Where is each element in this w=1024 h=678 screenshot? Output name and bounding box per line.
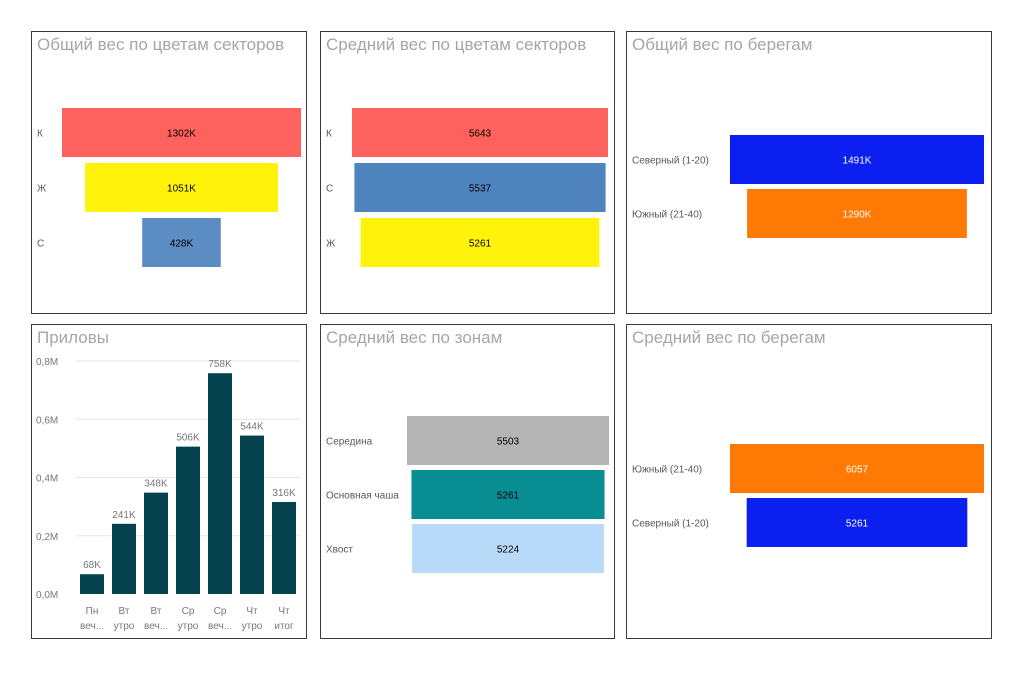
column-bar[interactable] [112,523,136,594]
bar-value-label: 5503 [497,437,520,448]
y-tick-label: 0,2M [36,532,58,543]
category-label: С [37,239,44,250]
column-bar[interactable] [144,492,168,594]
x-tick-label: Ср [214,606,227,617]
funnel-bar[interactable] [62,108,301,157]
y-tick-label: 0,0M [36,590,58,601]
x-tick-label: утро [114,621,135,632]
category-label: Ж [326,239,336,250]
column-bar[interactable] [272,501,296,594]
funnel-bar[interactable] [85,163,278,212]
funnel-bar[interactable] [747,189,967,238]
column-value-label: 68K [83,560,101,571]
category-label: К [326,129,332,140]
column-value-label: 758K [208,359,232,370]
panel-title: Средний вес по цветам секторов [326,35,587,54]
panel-title: Средний вес по зонам [326,328,503,347]
funnel-bar[interactable] [746,498,968,547]
column-value-label: 316K [272,488,296,499]
category-label: Южный (21-40) [632,210,702,221]
funnel-panel-avg-weight-by-zone: Средний вес по зонам 5503 Середина 5261 Осн… [320,324,615,639]
bar-value-label: 5261 [497,491,520,502]
bar-value-label: 6057 [846,465,869,476]
category-label: С [326,184,333,195]
x-tick-label: Чт [278,606,290,617]
bar-value-label: 5643 [469,129,492,140]
category-label: Ж [37,184,47,195]
funnel-bar[interactable] [352,108,608,157]
funnel-panel-total-weight-by-shore: Общий вес по берегам 1491K Северный (1-20… [626,31,992,314]
funnel-chart-3: 1491K Северный (1-20) 1290K Южный (21-40) [632,135,984,238]
panel-title: Приловы [37,328,109,347]
funnel-bar[interactable] [407,416,609,465]
x-tick-label: утро [242,621,263,632]
funnel-bar[interactable] [411,470,605,519]
column-bar[interactable] [208,373,232,594]
bar-value-label: 428K [170,239,194,250]
x-tick-label: Вт [151,606,162,617]
category-label: Северный (1-20) [632,519,709,530]
category-label: К [37,129,43,140]
category-label: Южный (21-40) [632,465,702,476]
category-label: Северный (1-20) [632,156,709,167]
x-tick-label: веч... [144,621,168,632]
x-tick-label: Вт [119,606,130,617]
bar-value-label: 1051K [167,184,196,195]
funnel-panel-total-weight-by-sector-color: Общий вес по цветам секторов 1302K К 1051K… [31,31,307,314]
bar-value-label: 5537 [469,184,492,195]
x-tick-label: веч... [80,621,104,632]
category-label: Хвост [326,545,353,556]
funnel-bar[interactable] [142,218,221,267]
funnel-panel-avg-weight-by-shore: Средний вес по берегам 6057 Южный (21-40)… [626,324,992,639]
x-tick-label: Чт [246,606,258,617]
category-label: Середина [326,437,373,448]
bar-value-label: 1302K [167,129,196,140]
funnel-chart-5: 5503 Середина 5261 Основная чаша 5224 Хвост [326,416,609,573]
funnel-bar[interactable] [412,524,604,573]
funnel-panel-avg-weight-by-sector-color: Средний вес по цветам секторов 5643 К 5537… [320,31,615,314]
y-tick-label: 0,6M [36,415,58,426]
bar-value-label: 5224 [497,545,520,556]
funnel-chart-1: 1302K К 1051K Ж 428K С [37,108,301,267]
panel-title: Общий вес по цветам секторов [37,35,285,54]
bar-value-label: 1290K [843,210,872,221]
x-tick-label: итог [274,621,294,632]
bar-value-label: 5261 [846,519,869,530]
bar-value-label: 5261 [469,239,492,250]
category-label: Основная чаша [326,491,399,502]
funnel-bar[interactable] [354,163,606,212]
panel-title: Общий вес по берегам [632,35,813,54]
x-tick-label: веч... [208,621,232,632]
column-chart: 0,0M 0,2M 0,4M 0,6M 0,8M 68K Пн веч... 241K Вт утр… [36,357,300,632]
column-bar[interactable] [80,574,104,594]
column-value-label: 241K [112,510,136,521]
funnel-bar[interactable] [730,444,984,493]
x-tick-label: Ср [182,606,195,617]
funnel-chart-2: 5643 К 5537 С 5261 Ж [326,108,608,267]
x-tick-label: Пн [86,606,99,617]
bar-panel-bycatch: Приловы 0,0M 0,2M 0,4M 0,6M 0,8M 68K Пн веч... 2… [31,324,307,639]
panel-title: Средний вес по берегам [632,328,826,347]
column-value-label: 544K [240,422,264,433]
column-value-label: 506K [176,433,200,444]
y-tick-label: 0,8M [36,357,58,368]
funnel-bar[interactable] [360,218,600,267]
column-value-label: 348K [144,479,168,490]
x-tick-label: утро [178,621,199,632]
y-tick-label: 0,4M [36,474,58,485]
funnel-chart-6: 6057 Южный (21-40) 5261 Северный (1-20) [632,444,984,547]
funnel-bar[interactable] [730,135,984,184]
column-bar[interactable] [176,446,200,594]
bar-value-label: 1491K [843,156,872,167]
column-bar[interactable] [240,435,264,594]
